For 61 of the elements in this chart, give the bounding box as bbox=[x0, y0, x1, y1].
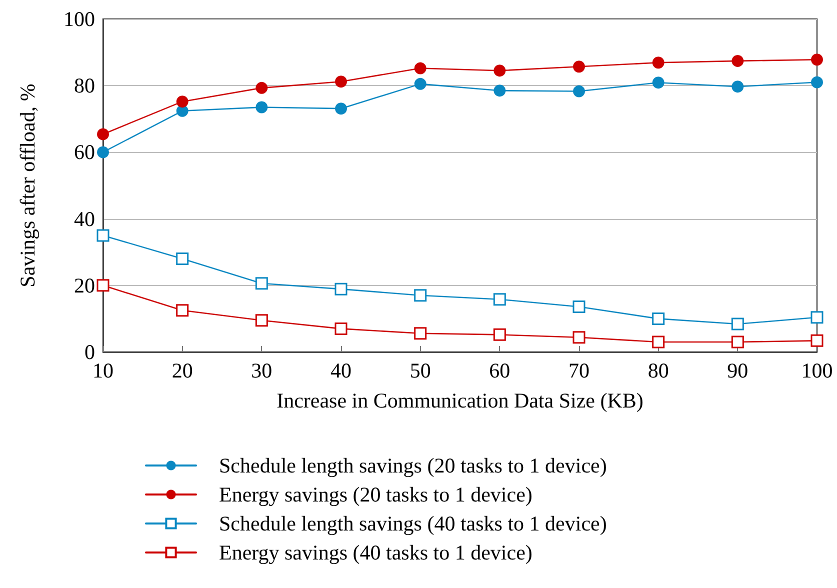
point bbox=[811, 54, 823, 66]
point bbox=[334, 282, 348, 296]
point bbox=[652, 76, 664, 89]
x-tick-label: 80 bbox=[648, 358, 669, 382]
legend-label: Energy savings (20 tasks to 1 device) bbox=[219, 482, 532, 506]
point bbox=[97, 128, 109, 140]
point bbox=[335, 76, 347, 88]
point bbox=[732, 80, 744, 93]
point bbox=[414, 62, 426, 74]
point bbox=[255, 314, 268, 327]
point bbox=[494, 84, 506, 97]
x-tick-label: 90 bbox=[727, 358, 748, 382]
point bbox=[176, 96, 188, 108]
point bbox=[731, 318, 744, 330]
point bbox=[96, 279, 110, 292]
x-axis-title: Increase in Communication Data Size (KB) bbox=[276, 388, 644, 412]
point bbox=[573, 60, 585, 73]
point bbox=[810, 311, 824, 324]
point bbox=[652, 56, 664, 69]
y-tick-label: 100 bbox=[64, 7, 95, 31]
point bbox=[97, 146, 109, 158]
point bbox=[256, 101, 268, 114]
legend-label: Schedule length savings (40 tasks to 1 device) bbox=[219, 512, 607, 536]
point bbox=[493, 293, 506, 306]
legend-label: Energy savings (40 tasks to 1 device) bbox=[219, 540, 532, 564]
point bbox=[414, 289, 427, 302]
y-tick-label: 60 bbox=[74, 140, 95, 164]
x-tick-label: 10 bbox=[92, 358, 114, 382]
point bbox=[573, 85, 585, 98]
point bbox=[493, 328, 506, 341]
point bbox=[811, 76, 823, 88]
x-tick-label: 60 bbox=[489, 358, 510, 382]
x-tick-label: 40 bbox=[330, 358, 352, 382]
point bbox=[176, 304, 189, 317]
y-tick-label: 80 bbox=[74, 74, 95, 98]
point bbox=[414, 327, 427, 340]
point bbox=[255, 277, 268, 290]
point bbox=[176, 252, 189, 266]
point bbox=[414, 78, 426, 90]
x-tick-label: 50 bbox=[410, 358, 431, 382]
point bbox=[810, 334, 824, 347]
x-tick-label: 30 bbox=[251, 358, 272, 382]
y-tick-label: 0 bbox=[84, 340, 95, 364]
point bbox=[572, 300, 586, 313]
point bbox=[256, 82, 268, 94]
point bbox=[96, 229, 110, 242]
point bbox=[494, 64, 506, 77]
x-tick-label: 20 bbox=[172, 358, 193, 382]
point bbox=[335, 102, 347, 115]
y-axis-title: Savings after offload, % bbox=[16, 84, 40, 288]
y-tick-label: 20 bbox=[74, 273, 95, 298]
point bbox=[732, 54, 744, 67]
point bbox=[572, 331, 586, 344]
legend-label: Schedule length savings (20 tasks to 1 device) bbox=[219, 454, 607, 478]
point bbox=[334, 322, 348, 335]
x-tick-label: 100 bbox=[801, 358, 833, 382]
point bbox=[652, 312, 665, 325]
point bbox=[731, 336, 744, 348]
x-tick-label: 70 bbox=[568, 358, 590, 382]
point bbox=[652, 336, 665, 348]
y-tick-label: 40 bbox=[74, 206, 95, 231]
